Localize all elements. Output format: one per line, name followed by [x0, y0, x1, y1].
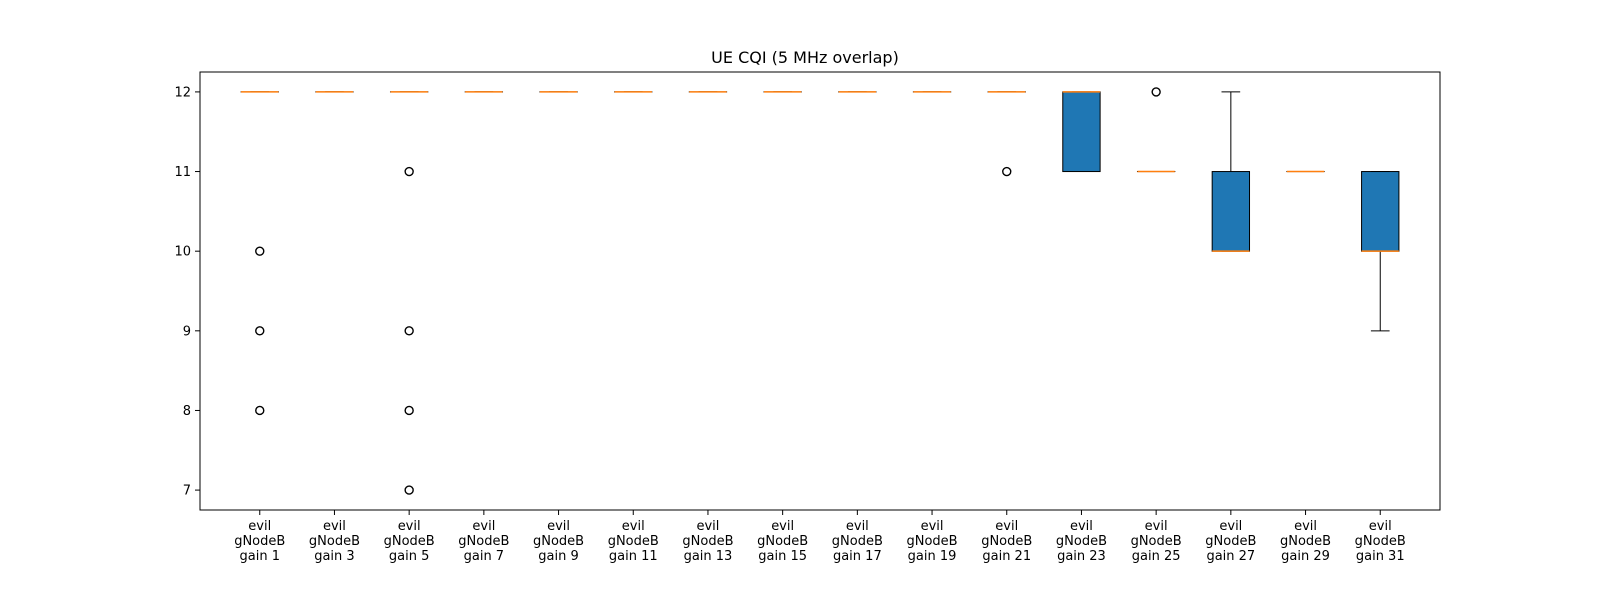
- box: [1361, 171, 1400, 252]
- outlier-point: [404, 485, 414, 495]
- x-tick-label-line: gNodeB: [309, 534, 360, 549]
- x-tick-label-line: gNodeB: [1205, 534, 1256, 549]
- x-tick-label-line: gain 27: [1206, 549, 1255, 564]
- x-tick-label: evil gNodeB gain 27: [1205, 519, 1256, 564]
- x-tick-label-line: gain 3: [314, 549, 354, 564]
- x-tick-label-line: evil: [547, 519, 570, 534]
- x-tick-label-line: evil: [1145, 519, 1168, 534]
- x-tick-label-line: gNodeB: [1355, 534, 1406, 549]
- x-tick-label: evil gNodeB gain 3: [309, 519, 360, 564]
- x-tick-label: evil gNodeB gain 31: [1355, 519, 1406, 564]
- box: [1062, 91, 1101, 173]
- outlier-point: [404, 326, 414, 336]
- x-tick-label-line: evil: [1070, 519, 1093, 534]
- y-tick-label: 10: [174, 245, 191, 260]
- x-tick-label: evil gNodeB gain 7: [458, 519, 509, 564]
- y-tick-label: 7: [183, 484, 191, 499]
- x-tick-label-line: gNodeB: [384, 534, 435, 549]
- outlier-point: [1002, 166, 1012, 177]
- x-tick-label-line: gNodeB: [981, 534, 1032, 549]
- chart-title: UE CQI (5 MHz overlap): [711, 48, 899, 67]
- outlier-point: [255, 246, 265, 256]
- x-tick-label: evil gNodeB gain 11: [608, 519, 659, 564]
- x-tick-label-line: evil: [846, 519, 869, 534]
- x-tick-label-line: evil: [622, 519, 645, 534]
- x-tick-label-line: evil: [995, 519, 1018, 534]
- x-tick-label-line: gNodeB: [832, 534, 883, 549]
- y-tick-label: 8: [183, 404, 191, 419]
- x-tick-label-line: evil: [1369, 519, 1392, 534]
- x-tick-label-line: gain 29: [1281, 549, 1330, 564]
- x-tick-label-line: gain 13: [684, 549, 733, 564]
- x-tick-label: evil gNodeB gain 29: [1280, 519, 1331, 564]
- x-tick-label-line: gNodeB: [1280, 534, 1331, 549]
- x-tick-label-line: gain 11: [609, 549, 658, 564]
- x-tick-label-line: gNodeB: [1131, 534, 1182, 549]
- x-tick-label-line: gain 9: [538, 549, 578, 564]
- x-tick-label-line: evil: [1294, 519, 1317, 534]
- x-tick-label-line: gain 21: [982, 549, 1031, 564]
- x-tick-label-line: gNodeB: [608, 534, 659, 549]
- x-tick-label-line: evil: [1219, 519, 1242, 534]
- x-tick-label-line: gain 7: [464, 549, 504, 564]
- y-tick-label: 9: [183, 324, 191, 339]
- x-tick-label-line: gain 17: [833, 549, 882, 564]
- x-tick-label: evil gNodeB gain 19: [906, 519, 957, 564]
- x-tick-label-line: gain 19: [908, 549, 957, 564]
- x-tick-label: evil gNodeB gain 23: [1056, 519, 1107, 564]
- x-tick-label-line: gNodeB: [757, 534, 808, 549]
- x-tick-label-line: evil: [921, 519, 944, 534]
- x-tick-label-line: gNodeB: [682, 534, 733, 549]
- x-tick-label: evil gNodeB gain 15: [757, 519, 808, 564]
- y-tick-label: 11: [174, 165, 191, 180]
- x-tick-label: evil gNodeB gain 17: [832, 519, 883, 564]
- x-tick-label-line: gNodeB: [458, 534, 509, 549]
- x-tick-label-line: gNodeB: [234, 534, 285, 549]
- x-tick-label-line: gain 31: [1356, 549, 1405, 564]
- outlier-point: [404, 405, 414, 416]
- x-tick-label-line: evil: [398, 519, 421, 534]
- outlier-point: [255, 326, 265, 336]
- x-tick-label: evil gNodeB gain 9: [533, 519, 584, 564]
- x-tick-label-line: gain 15: [758, 549, 807, 564]
- outlier-point: [255, 405, 265, 416]
- axes-frame: [199, 71, 1441, 511]
- x-tick-label-line: evil: [696, 519, 719, 534]
- x-tick-label-line: evil: [472, 519, 495, 534]
- x-tick-label-line: gain 5: [389, 549, 429, 564]
- box: [1211, 171, 1251, 252]
- x-tick-label: evil gNodeB gain 25: [1131, 519, 1182, 564]
- x-tick-label: evil gNodeB gain 21: [981, 519, 1032, 564]
- x-tick-label-line: evil: [323, 519, 346, 534]
- outlier-point: [1151, 87, 1161, 97]
- x-tick-label: evil gNodeB gain 1: [234, 519, 285, 564]
- x-tick-label: evil gNodeB gain 13: [682, 519, 733, 564]
- x-tick-label-line: gain 25: [1132, 549, 1181, 564]
- x-tick-label-line: gain 1: [240, 549, 280, 564]
- outlier-point: [404, 166, 414, 177]
- x-tick-label-line: evil: [248, 519, 271, 534]
- x-tick-label-line: gNodeB: [906, 534, 957, 549]
- y-tick-label: 12: [174, 85, 191, 100]
- x-tick-label: evil gNodeB gain 5: [384, 519, 435, 564]
- x-tick-label-line: gain 23: [1057, 549, 1106, 564]
- x-tick-label-line: gNodeB: [533, 534, 584, 549]
- x-tick-label-line: evil: [771, 519, 794, 534]
- x-tick-label-line: gNodeB: [1056, 534, 1107, 549]
